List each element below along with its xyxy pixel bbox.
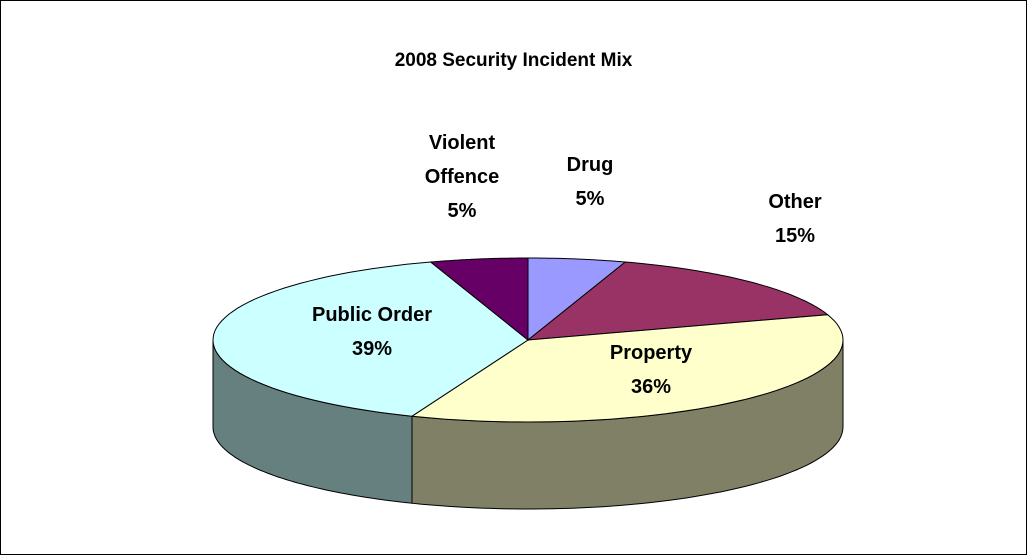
value-label: 5% (447, 200, 477, 222)
pie-slice (526, 261, 829, 341)
category-label: Other (768, 191, 822, 213)
pie-slice (410, 314, 844, 423)
data-label: Drug 5% (525, 148, 655, 216)
pie-slice (527, 257, 627, 342)
value-label: 15% (774, 225, 816, 247)
chart-title: 2008 Security Incident Mix (394, 50, 633, 71)
data-label: Violent Offence 5% (407, 126, 517, 228)
value-label: 5% (575, 188, 605, 210)
category-label: Public Order (311, 304, 433, 326)
category-label: Property (609, 342, 693, 364)
data-label: Property 36% (586, 336, 716, 404)
category-label: Drug (566, 154, 614, 176)
pie-slice (429, 257, 529, 342)
value-label: 39% (351, 338, 393, 360)
data-label: Other 15% (730, 185, 860, 253)
category-label: Violent Offence (424, 132, 500, 188)
data-label: Public Order 39% (307, 298, 437, 366)
value-label: 36% (630, 376, 672, 398)
pie-slice (212, 261, 529, 417)
